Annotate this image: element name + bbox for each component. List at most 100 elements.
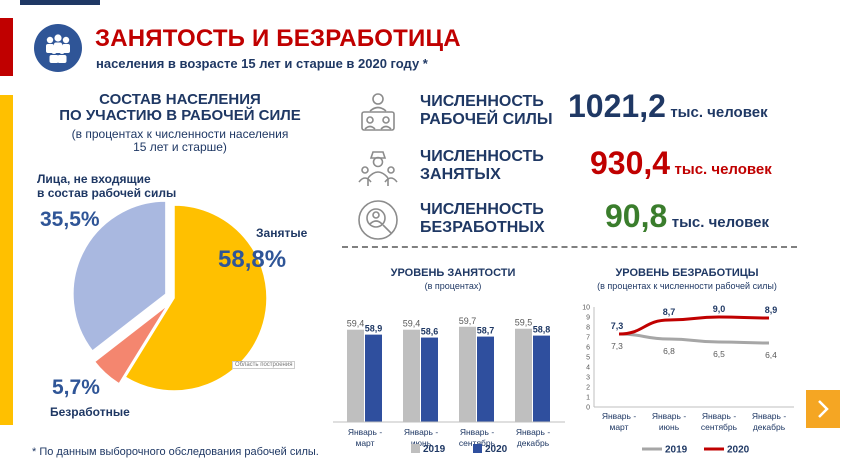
bar-category-2-line2: сентябрь <box>459 438 496 448</box>
line-series-2019 <box>618 332 770 345</box>
bar-2019-0 <box>347 329 364 422</box>
line-ytick-9: 9 <box>586 315 590 322</box>
line-ytick-7: 7 <box>586 335 590 342</box>
stat-value-employed-row: 930,4 тыс. человек <box>590 145 772 182</box>
bar-category-0-line2: март <box>355 438 374 448</box>
plot-area-tooltip: Область построения <box>232 361 296 369</box>
bar-2019-2 <box>459 326 476 422</box>
stat-label-labor-force-line2: РАБОЧЕЙ СИЛЫ <box>420 111 553 128</box>
bar-2019-3 <box>515 328 532 422</box>
bar-legend-label-2020: 2020 <box>485 444 508 455</box>
stat-unit-unemployed: тыс. человек <box>671 214 769 231</box>
stat-value-labor-force-row: 1021,2 тыс. человек <box>568 88 768 125</box>
pie-label-not-in-labor-force: Лица, не входящие в состав рабочей силы <box>37 172 176 200</box>
line-category-2-line2: сентябрь <box>701 422 738 432</box>
bar-category-2-line1: Январь - <box>460 427 494 437</box>
line-ytick-8: 8 <box>586 325 590 332</box>
stat-label-unemployed: ЧИСЛЕННОСТЬ БЕЗРАБОТНЫХ <box>420 201 545 237</box>
bar-label-2019-2: 59,7 <box>459 316 477 326</box>
bar-label-2019-0: 59,4 <box>347 319 365 329</box>
pie-slice-unemployed <box>93 304 169 385</box>
line-category-0-line1: Январь - <box>602 411 636 421</box>
bar-2019-1 <box>403 329 420 422</box>
stat-label-labor-force-line1: ЧИСЛЕННОСТЬ <box>420 93 544 110</box>
line-label-2019-3: 6,4 <box>765 350 777 360</box>
chevron-right-icon <box>818 400 829 418</box>
pie-slice-not-in-labor-force <box>72 200 167 353</box>
red-accent-bar <box>0 18 13 76</box>
line-ytick-2: 2 <box>586 385 590 392</box>
line-ytick-3: 3 <box>586 375 590 382</box>
pie-chart <box>64 200 284 400</box>
line-chart-title: УРОВЕНЬ БЕЗРАБОТИЦЫ <box>615 267 759 279</box>
bar-2020-0 <box>365 334 382 422</box>
next-slide-button[interactable] <box>806 390 840 428</box>
bar-label-2020-0: 58,9 <box>365 324 383 334</box>
employed-workers-icon <box>356 146 400 190</box>
line-ytick-4: 4 <box>586 365 590 372</box>
bar-label-2019-3: 59,5 <box>515 318 533 328</box>
line-category-1-line1: Январь - <box>652 411 686 421</box>
stat-value-unemployed-row: 90,8 тыс. человек <box>605 198 769 235</box>
bar-label-2020-2: 58,7 <box>477 326 495 336</box>
footnote: * По данным выборочного обследования раб… <box>32 446 319 458</box>
bar-label-2020-3: 58,8 <box>533 325 551 335</box>
line-ytick-1: 1 <box>586 395 590 402</box>
line-ytick-0: 0 <box>586 405 590 412</box>
bar-label-2019-1: 59,4 <box>403 319 421 329</box>
pie-value-unemployed: 5,7% <box>52 376 100 399</box>
stat-label-unemployed-line2: БЕЗРАБОТНЫХ <box>420 219 545 236</box>
bar-category-1-line2: июнь <box>411 438 432 448</box>
line-legend-label-2020: 2020 <box>727 445 750 456</box>
bar-category-0-line1: Январь - <box>348 427 382 437</box>
pie-chart-title: СОСТАВ НАСЕЛЕНИЯ ПО УЧАСТИЮ В РАБОЧЕЙ СИ… <box>40 92 320 124</box>
line-category-3-line2: декабрь <box>753 422 786 432</box>
stat-value-labor-force: 1021,2 <box>568 88 666 124</box>
bar-category-1-line1: Январь - <box>404 427 438 437</box>
pie-label-employed: Занятые <box>256 226 308 240</box>
line-ytick-5: 5 <box>586 355 590 362</box>
unemployment-line-chart: 0 1 2 3 4 5 6 7 8 9 10 7,3 6,8 6,5 6,4 7,3 8,7 9,0 8,9 Янва… <box>582 304 794 456</box>
bar-legend-swatch-2020 <box>473 444 482 453</box>
stat-label-employed-line2: ЗАНЯТЫХ <box>420 166 501 183</box>
people-group-icon <box>34 24 82 72</box>
line-category-3-line1: Январь - <box>752 411 786 421</box>
top-strip <box>20 0 100 5</box>
pie-value-employed: 58,8% <box>218 246 287 273</box>
bar-legend-swatch-2019 <box>411 444 420 453</box>
bar-label-2020-1: 58,6 <box>421 327 439 337</box>
page-subtitle: населения в возрасте 15 лет и старше в 2… <box>96 56 428 71</box>
bar-legend-label-2019: 2019 <box>423 444 446 455</box>
yellow-accent-bar <box>0 95 13 425</box>
labor-force-icon <box>356 90 400 134</box>
pie-label-unemployed: Безработные <box>50 405 130 419</box>
stat-label-employed-line1: ЧИСЛЕННОСТЬ <box>420 148 544 165</box>
pie-title-line1: СОСТАВ НАСЕЛЕНИЯ <box>99 91 261 108</box>
line-category-2-line1: Январь - <box>702 411 736 421</box>
stat-unit-employed: тыс. человек <box>674 161 772 178</box>
stat-label-unemployed-line1: ЧИСЛЕННОСТЬ <box>420 201 544 218</box>
pie-label-not-in-labor-force-line2: в состав рабочей силы <box>37 186 177 200</box>
bar-chart-subtitle: (в процентах) <box>424 281 482 291</box>
line-category-0-line2: март <box>609 422 628 432</box>
line-legend-label-2019: 2019 <box>665 445 688 456</box>
line-category-1-line2: июнь <box>659 422 680 432</box>
pie-subtitle-line1: (в процентах к численности населения <box>71 127 289 141</box>
bar-chart-title: УРОВЕНЬ ЗАНЯТОСТИ <box>390 267 516 279</box>
line-series-2020 <box>618 315 770 336</box>
line-label-2020-3: 8,9 <box>765 305 778 315</box>
line-label-2019-0: 7,3 <box>611 341 623 351</box>
bar-2020-1 <box>421 337 438 422</box>
pie-title-line2: ПО УЧАСТИЮ В РАБОЧЕЙ СИЛЕ <box>59 107 301 124</box>
stat-value-unemployed: 90,8 <box>605 198 668 234</box>
line-ytick-10: 10 <box>582 305 590 312</box>
line-label-2019-2: 6,5 <box>713 349 725 359</box>
pie-slice-employed <box>124 204 268 392</box>
bar-2020-3 <box>533 335 550 422</box>
job-search-icon <box>356 198 400 242</box>
line-label-2020-1: 8,7 <box>663 307 676 317</box>
dashed-divider <box>342 246 797 248</box>
line-ytick-6: 6 <box>586 345 590 352</box>
bar-2020-2 <box>477 336 494 422</box>
